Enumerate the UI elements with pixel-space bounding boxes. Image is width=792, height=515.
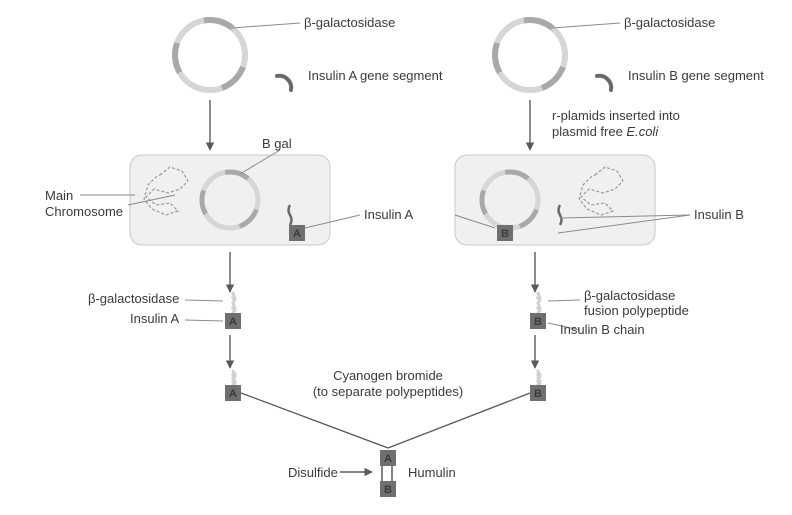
converge-line (241, 393, 388, 448)
label-insulin-a: Insulin A (364, 207, 413, 222)
label-ins-a-seg: Insulin A gene segment (308, 68, 443, 83)
tag-final-b-label: B (384, 484, 392, 496)
label-insulin-b: Insulin B (694, 207, 744, 222)
tag-fusion-b-label: B (534, 316, 542, 328)
tag-cell-b-label: B (501, 228, 509, 240)
tag-sep-a-label: A (229, 388, 237, 400)
label-main-chrom-2: Chromosome (45, 204, 123, 219)
label-beta-gal-fusion-left: β-galactosidase (88, 291, 179, 306)
polypeptide (233, 293, 235, 313)
diagram-canvas: β-galactosidase β-galactosidase Insulin A … (0, 0, 792, 515)
plasmid (495, 20, 565, 90)
label-main-chrom-1: Main (45, 188, 73, 203)
polypeptide (538, 371, 540, 385)
label-cyanogen-1: Cyanogen bromide (333, 368, 443, 383)
label-ins-b-seg: Insulin B gene segment (628, 68, 764, 83)
label-beta-gal-fusion-right: β-galactosidase (584, 288, 675, 303)
gene-segment (277, 76, 291, 90)
label-humulin: Humulin (408, 465, 456, 480)
label-insulin-a-chain: Insulin A (130, 311, 179, 326)
label-bgal-short: B gal (262, 136, 292, 151)
leader-line (552, 23, 620, 28)
label-rplasmid-2: plasmid free E.coli (552, 124, 659, 139)
tag-sep-b-label: B (534, 388, 542, 400)
bacterial-cell (455, 155, 655, 245)
label-rplasmid-1: r-plamids inserted into (552, 108, 680, 123)
tag-fusion-a-label: A (229, 316, 237, 328)
gene-segment (597, 76, 611, 90)
polypeptide (538, 293, 540, 313)
label-insulin-b-chain: Insulin B chain (560, 322, 645, 337)
label-fusion-poly: fusion polypeptide (584, 303, 689, 318)
leader-line (548, 300, 580, 301)
converge-line (388, 393, 530, 448)
label-beta-gal-left: β-galactosidase (304, 15, 395, 30)
leader-line (232, 23, 300, 28)
tag-cell-a-label: A (293, 228, 301, 240)
polypeptide (233, 371, 235, 385)
label-beta-gal-right: β-galactosidase (624, 15, 715, 30)
label-cyanogen-2: (to separate polypeptides) (313, 384, 463, 399)
leader-line (185, 300, 223, 301)
plasmid (175, 20, 245, 90)
label-disulfide: Disulfide (288, 465, 338, 480)
leader-line (185, 320, 223, 321)
tag-final-a-label: A (384, 453, 392, 465)
